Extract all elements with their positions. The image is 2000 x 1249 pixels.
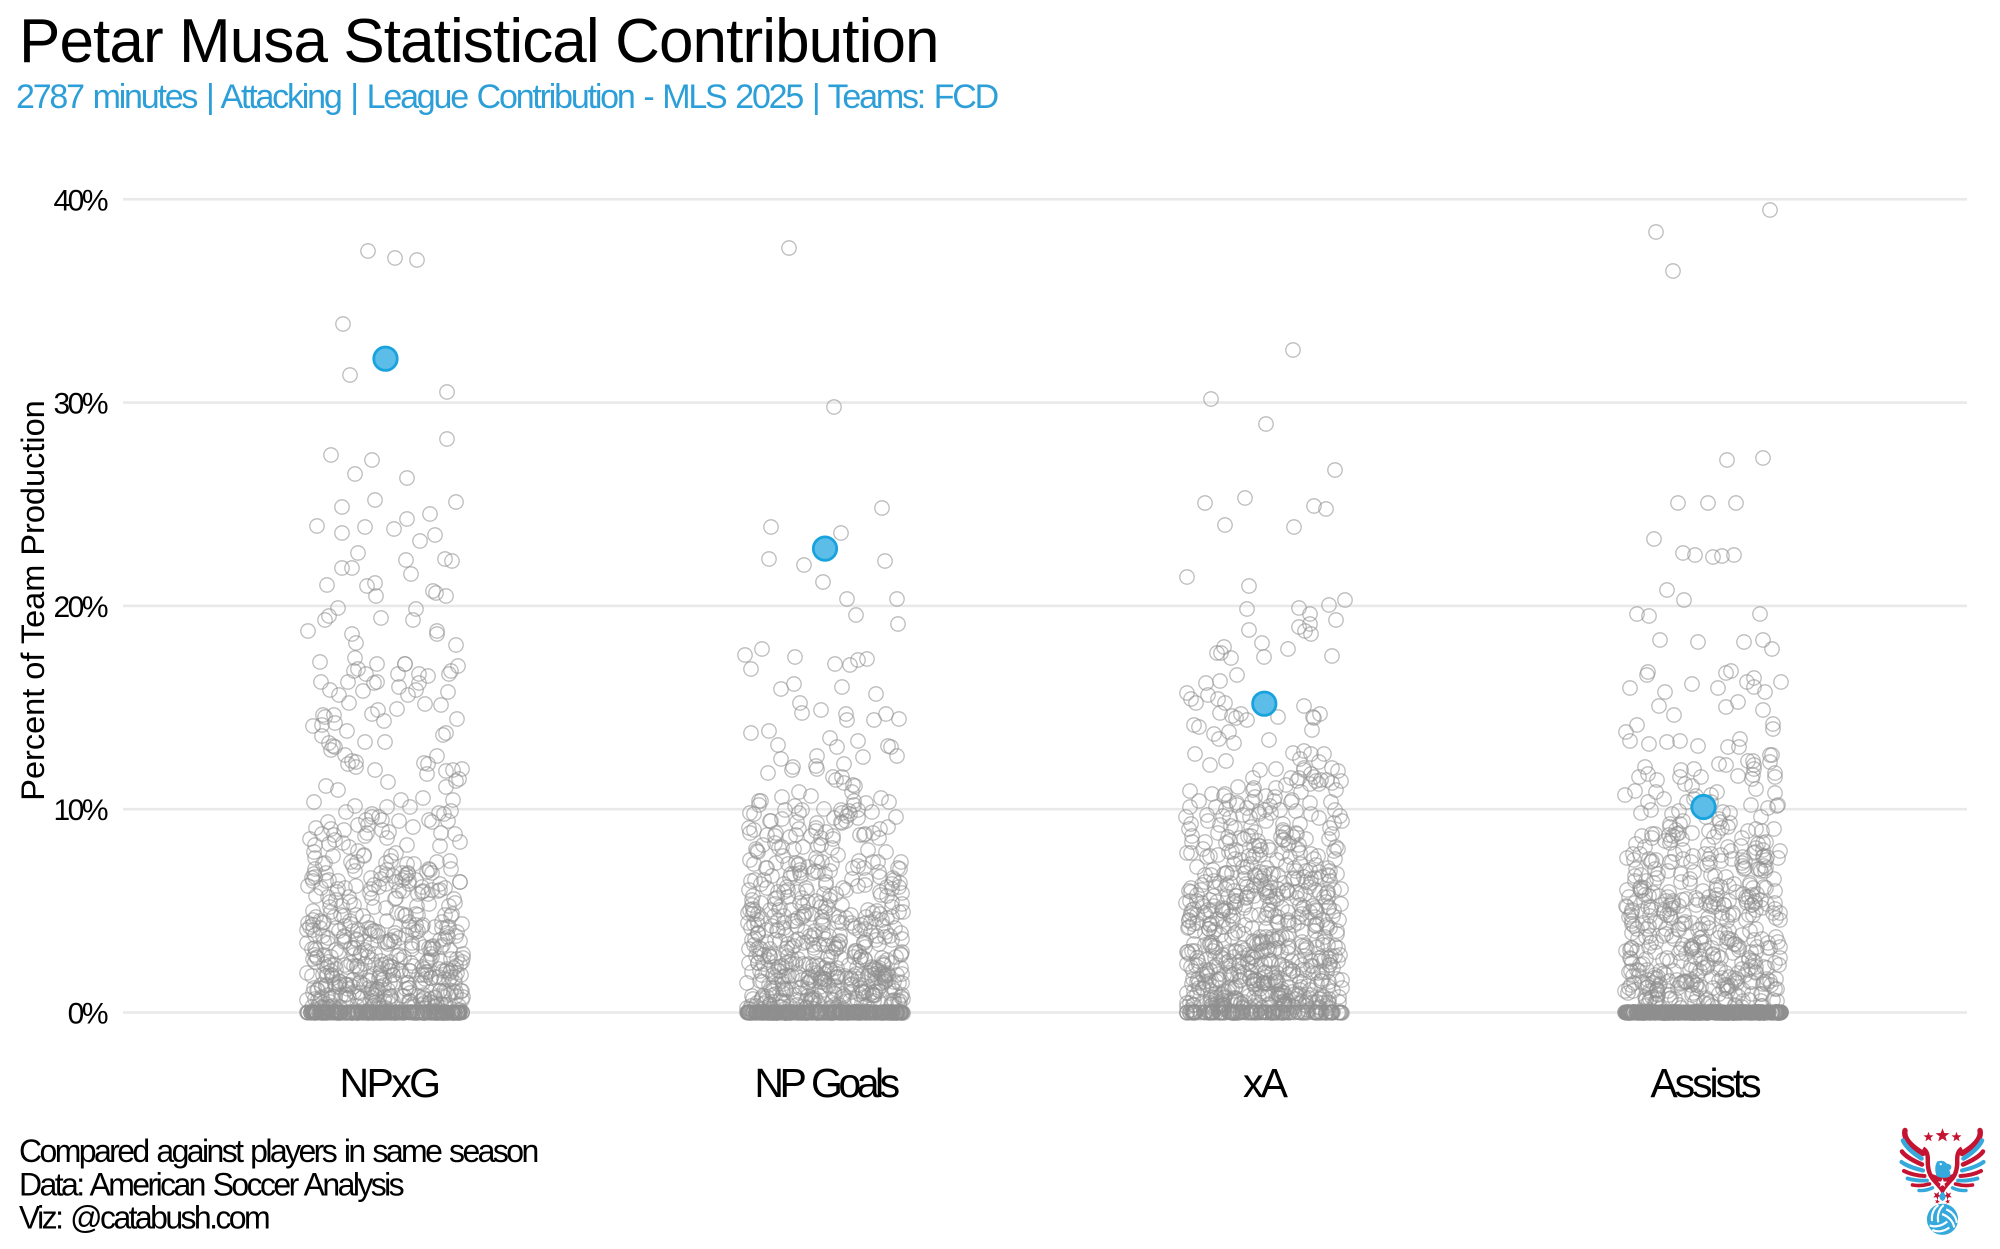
svg-text:NP Goals: NP Goals [754, 1060, 899, 1106]
svg-text:10%: 10% [53, 794, 107, 827]
svg-text:Data: American Soccer Analysis: Data: American Soccer Analysis [19, 1167, 404, 1203]
svg-text:Percent of Team Production: Percent of Team Production [15, 400, 51, 800]
svg-text:30%: 30% [53, 388, 107, 421]
svg-text:20%: 20% [53, 591, 107, 624]
svg-text:2787 minutes | Attacking | Lea: 2787 minutes | Attacking | League Contri… [16, 78, 998, 116]
svg-text:Compared against players in sa: Compared against players in same season [19, 1133, 537, 1169]
svg-text:xA: xA [1243, 1060, 1289, 1106]
svg-text:Petar Musa Statistical Contrib: Petar Musa Statistical Contribution [19, 7, 939, 76]
svg-text:Viz: @catabush.com: Viz: @catabush.com [19, 1200, 269, 1236]
svg-text:NPxG: NPxG [340, 1060, 439, 1106]
svg-text:Assists: Assists [1650, 1060, 1761, 1106]
svg-text:40%: 40% [53, 184, 107, 217]
svg-text:0%: 0% [68, 998, 108, 1031]
